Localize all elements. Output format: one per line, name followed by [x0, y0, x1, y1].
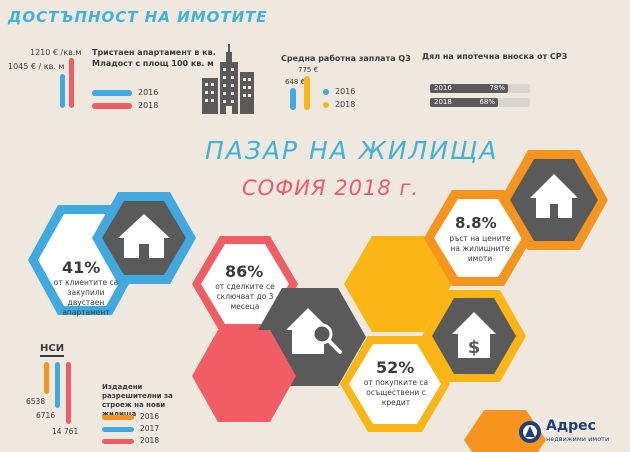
- nsi-legend-2018: 2018: [102, 436, 159, 445]
- price-legend-2018: 2018: [92, 101, 158, 110]
- hex-88-inner: [434, 199, 522, 277]
- mortgage-pct-2018: 68%: [479, 98, 495, 106]
- stat-52-value: 52%: [376, 358, 415, 377]
- stat-86-value: 86%: [225, 262, 264, 281]
- legend-swatch-2018: [323, 101, 329, 108]
- mortgage-label: Дял на ипотечна вноска от СРЗ: [422, 52, 568, 61]
- salary-label: Средна работна заплата Q3: [281, 54, 411, 63]
- stat-86-text: от сделките се сключват до 3 месеца: [215, 282, 275, 311]
- logo-name: Адрес: [546, 418, 596, 434]
- price-description: Тристаен апартамент в кв. Младост с площ…: [92, 48, 216, 68]
- salary-bar-2016: [290, 88, 296, 110]
- mortgage-year-2016: 2016: [434, 84, 452, 92]
- salary-bar-2018: [304, 76, 310, 110]
- mortgage-bar-track-2016: 2016 78%: [430, 84, 530, 93]
- mortgage-year-2018: 2018: [434, 98, 452, 106]
- price-2018-label: 1210 € /кв.м: [30, 48, 82, 57]
- nsi-bar-2016: [44, 362, 49, 394]
- legend-swatch-2017: [102, 426, 134, 432]
- legend-swatch-2016: [92, 89, 132, 96]
- stat-88-value: 8.8%: [455, 214, 497, 232]
- nsi-title: НСИ: [40, 343, 65, 357]
- price-2016-label: 1045 € / кв. м: [8, 62, 65, 71]
- main-subtitle: СОФИЯ 2018 г.: [242, 176, 420, 200]
- legend-swatch-2016: [323, 88, 329, 95]
- hex-red-lower: [192, 330, 296, 422]
- price-bar-2016: [60, 74, 65, 108]
- nsi-bar-2018: [66, 362, 71, 424]
- mortgage-bar-fill-2018: 2018 68%: [430, 98, 498, 107]
- stat-41-text: от клиентите са закупили двустаен апарта…: [53, 278, 119, 317]
- hex-86-inner: [201, 244, 289, 324]
- price-bar-2018: [69, 58, 74, 108]
- svg-text:$: $: [468, 337, 481, 358]
- dollar-house-icon: $: [452, 312, 496, 358]
- salary-2016-value: 648 €: [285, 78, 306, 86]
- legend-swatch-2018: [92, 102, 132, 109]
- hex-yellow-mid: [344, 236, 452, 332]
- logo-tagline: недвижими имоти: [546, 435, 610, 443]
- nsi-value-2017: 6716: [36, 411, 56, 420]
- mortgage-pct-2016: 78%: [489, 84, 505, 92]
- salary-legend-2016: 2016: [323, 87, 355, 96]
- price-legend-2016: 2016: [92, 88, 158, 97]
- nsi-legend-2016: 2016: [102, 412, 159, 421]
- home-icon: [530, 174, 578, 218]
- logo-icon: [519, 421, 541, 443]
- legend-swatch-2016: [102, 414, 134, 420]
- stat-88-text: ръст на цените на жилищните имоти: [449, 234, 511, 263]
- nsi-value-2018: 14 761: [52, 427, 79, 436]
- salary-2018-value: 775 €: [298, 66, 319, 74]
- section-title: ДОСТЪПНОСТ НА ИМОТИТЕ: [8, 8, 268, 26]
- stat-41-value: 41%: [62, 258, 101, 277]
- mortgage-bar-track-2018: 2018 68%: [430, 98, 530, 107]
- salary-legend-2018: 2018: [323, 100, 355, 109]
- search-home-icon: [286, 308, 342, 354]
- stat-52-text: от покупките са осъществени с кредит: [363, 378, 429, 407]
- main-title: ПАЗАР НА ЖИЛИЩА: [205, 136, 499, 165]
- nsi-value-2016: 6538: [26, 397, 46, 406]
- nsi-description: Издадени разрешителни за строеж на нови …: [102, 383, 173, 418]
- legend-swatch-2018: [102, 438, 134, 444]
- nsi-bar-2017: [55, 362, 60, 408]
- hex-52-inner: [349, 344, 441, 424]
- mortgage-bar-fill-2016: 2016 78%: [430, 84, 508, 93]
- logo: Адрес недвижими имоти: [518, 418, 623, 446]
- home-icon: [118, 214, 170, 258]
- nsi-legend-2017: 2017: [102, 424, 159, 433]
